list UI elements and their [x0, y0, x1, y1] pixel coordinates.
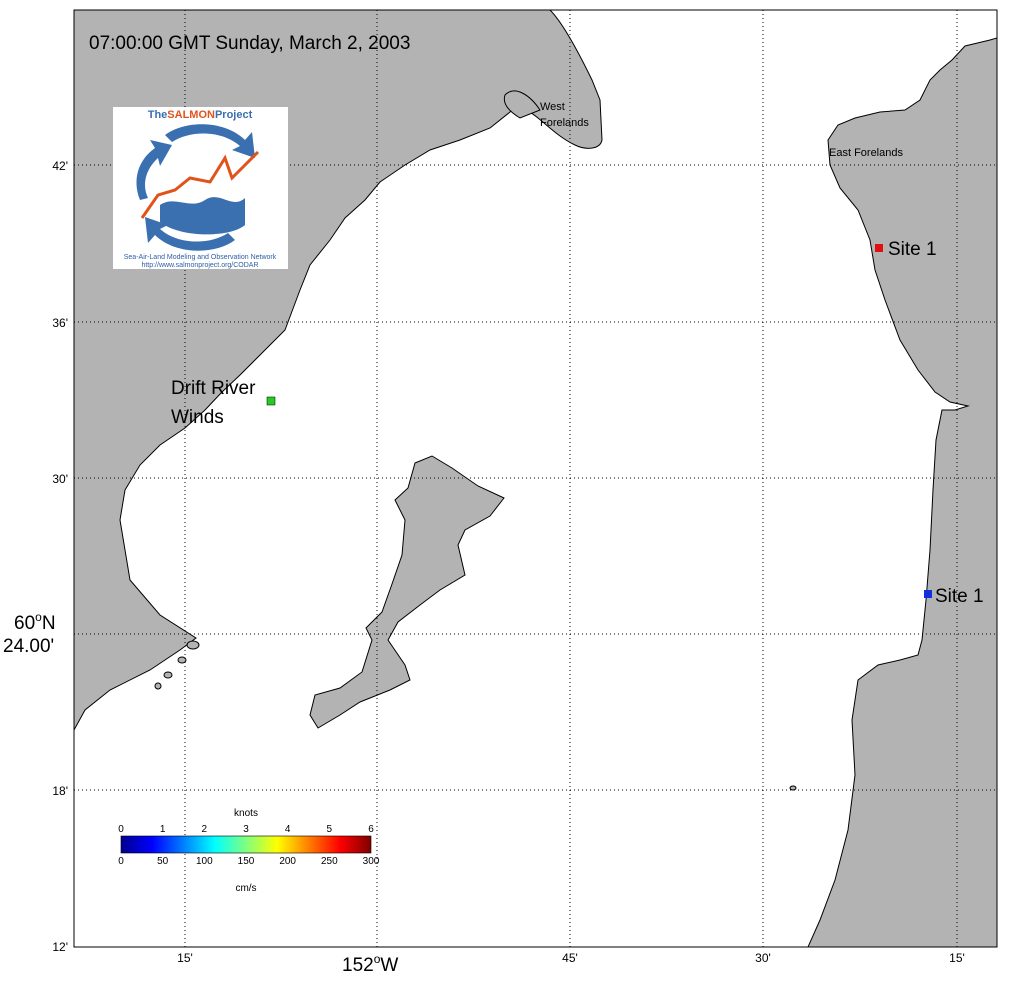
wave-icon [160, 197, 245, 235]
colorbar-knots-tick-label: 1 [160, 824, 166, 835]
colorbar-cms-tick-label: 200 [279, 856, 296, 867]
colorbar-knots-tick-label: 0 [118, 824, 124, 835]
colorbar-cms-tick-label: 300 [363, 856, 380, 867]
map-frame [73, 9, 998, 948]
place-label: Forelands [540, 117, 589, 129]
colorbar: knots 0 1 2 3 4 5 6 0 50 100 150 200 250 300 cm/s [118, 808, 380, 894]
site-1-label: Site 1 [888, 239, 937, 260]
graticule [74, 10, 997, 947]
colorbar-cms-ticks: 0 50 100 150 200 250 300 [118, 856, 380, 867]
logo-title: TheSALMONProject [148, 109, 253, 121]
west-forelands-cape [503, 90, 541, 119]
timestamp-title: 07:00:00 GMT Sunday, March 2, 2003 [89, 33, 410, 54]
site-1-marker[interactable] [924, 590, 932, 598]
site-1-marker[interactable] [875, 244, 883, 252]
lat-tick-label: 18' [52, 784, 68, 798]
lon-tick-label: 15' [177, 951, 193, 965]
salmon-project-logo: TheSALMONProject Sea-Air-Land Modeling a… [113, 107, 288, 269]
east-shore-landmass [807, 37, 997, 947]
colorbar-unit-knots: knots [234, 808, 258, 819]
lon-tick-label: 15' [949, 951, 965, 965]
colorbar-cms-tick-label: 100 [196, 856, 213, 867]
circular-arrow-icon [145, 217, 235, 251]
lon-main-label: 152oW [342, 952, 398, 976]
islet-3 [163, 671, 173, 679]
colorbar-cms-tick-label: 150 [238, 856, 255, 867]
trend-line-icon [140, 150, 260, 219]
lat-tick-label: 42' [52, 159, 68, 173]
circular-arrow-icon [136, 140, 172, 200]
logo-tagline: Sea-Air-Land Modeling and Observation Ne… [124, 254, 277, 261]
lon-tick-label: 45' [562, 951, 578, 965]
lat-tick-label: 36' [52, 316, 68, 330]
colorbar-knots-tick-label: 4 [285, 824, 291, 835]
lat-main-label: 60oN [14, 610, 56, 634]
colorbar-knots-tick-label: 3 [243, 824, 249, 835]
islet-1 [186, 640, 200, 650]
colorbar-cms-tick-label: 50 [157, 856, 169, 867]
colorbar-cms-tick-label: 0 [118, 856, 124, 867]
lat-main-minutes: 24.00' [3, 636, 54, 657]
islet-5 [789, 785, 797, 791]
colorbar-knots-ticks: 0 1 2 3 4 5 6 [118, 824, 374, 835]
islet-4 [154, 682, 162, 690]
site-1-label: Site 1 [935, 586, 984, 607]
circular-arrow-icon [165, 124, 255, 158]
logo-url: http://www.salmonproject.org/CODAR [141, 262, 258, 269]
colorbar-gradient [120, 835, 372, 854]
place-label: East Forelands [829, 147, 903, 159]
colorbar-cms-tick-label: 250 [321, 856, 338, 867]
drift-river-label: Winds [171, 407, 224, 428]
lat-tick-label: 30' [52, 472, 68, 486]
colorbar-knots-tick-label: 2 [202, 824, 208, 835]
islet-2 [177, 656, 187, 664]
drift-river-label: Drift River [171, 378, 256, 399]
colorbar-unit-cms: cm/s [235, 883, 256, 894]
place-label: West [540, 101, 565, 113]
kalgin-island [309, 455, 505, 729]
colorbar-knots-tick-label: 5 [327, 824, 333, 835]
drift-river-station-marker[interactable] [266, 396, 276, 406]
lon-tick-label: 30' [755, 951, 771, 965]
colorbar-knots-tick-label: 6 [368, 824, 374, 835]
lat-tick-label: 12' [52, 940, 68, 954]
